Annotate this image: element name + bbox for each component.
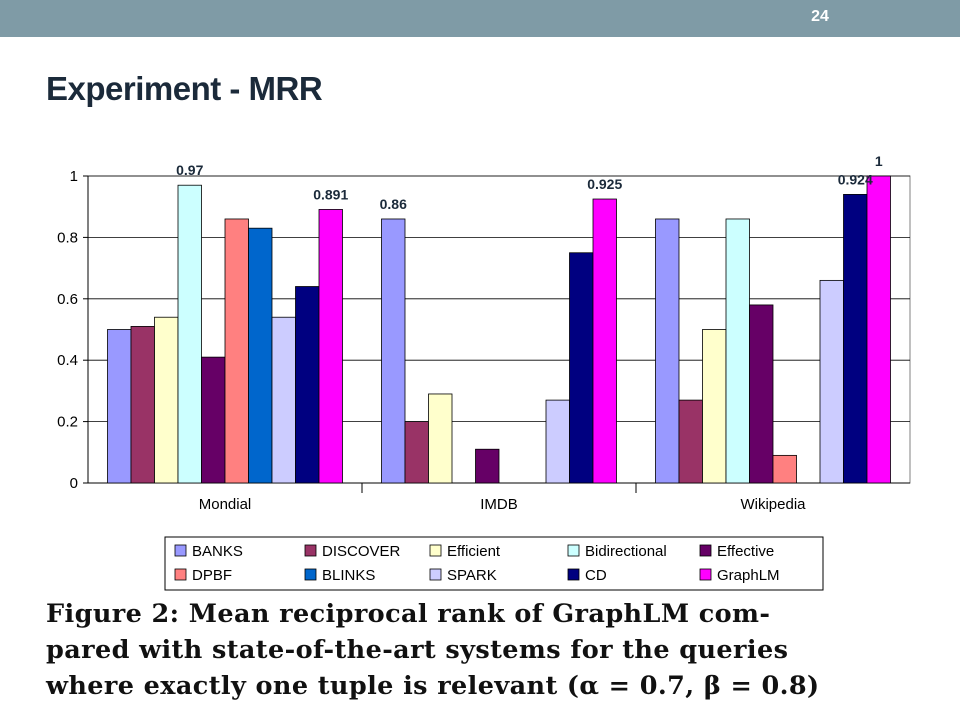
y-tick-label: 1 <box>70 168 78 185</box>
slide-number: 24 <box>811 8 829 25</box>
bar <box>201 356 226 484</box>
caption-line-1: Figure 2: Mean reciprocal rank of GraphL… <box>46 599 771 629</box>
x-tick-label: IMDB <box>480 496 518 513</box>
bar <box>678 399 703 484</box>
bar <box>843 194 868 484</box>
bar <box>866 175 891 484</box>
legend-label: GraphLM <box>717 567 780 584</box>
bar <box>130 326 155 484</box>
legend-label: DISCOVER <box>322 543 401 560</box>
data-label: 1 <box>875 153 883 169</box>
legend <box>164 536 824 591</box>
data-label: 0.924 <box>838 171 873 187</box>
legend-swatch <box>174 544 187 557</box>
legend-swatch <box>699 568 712 581</box>
legend-swatch <box>304 544 317 557</box>
legend-label: Bidirectional <box>585 543 667 560</box>
y-tick-label: 0.4 <box>57 352 78 369</box>
figure-caption: Figure 2: Mean reciprocal rank of GraphL… <box>46 596 926 704</box>
legend-swatch <box>429 544 442 557</box>
bar <box>107 329 132 484</box>
x-tick-label: Wikipedia <box>740 496 806 513</box>
legend-swatch <box>429 568 442 581</box>
legend-swatch <box>699 544 712 557</box>
bar <box>381 218 406 484</box>
bar <box>655 218 680 484</box>
slide-title: Experiment - MRR <box>46 70 323 107</box>
legend-swatch <box>567 544 580 557</box>
legend-label: SPARK <box>447 567 497 584</box>
legend-swatch <box>567 568 580 581</box>
legend-swatch <box>304 568 317 581</box>
data-label: 0.925 <box>587 176 622 192</box>
bar <box>545 399 570 484</box>
bar <box>569 252 594 484</box>
bar <box>749 304 774 484</box>
y-tick-label: 0.6 <box>57 291 78 308</box>
legend-label: Effective <box>717 543 774 560</box>
data-label: 0.97 <box>176 162 203 178</box>
bar <box>224 218 249 484</box>
top-bar: 24 <box>0 0 960 37</box>
legend-label: Efficient <box>447 543 501 560</box>
bar <box>592 198 617 484</box>
bar <box>428 393 453 484</box>
data-label: 0.891 <box>313 186 348 202</box>
bar <box>772 454 797 484</box>
bar <box>154 316 179 484</box>
bar <box>819 279 844 484</box>
bar <box>702 329 727 484</box>
bar <box>404 421 429 484</box>
bar <box>725 218 750 484</box>
bar <box>248 227 273 484</box>
data-label: 0.86 <box>380 196 407 212</box>
legend-swatch <box>174 568 187 581</box>
bar <box>177 184 202 484</box>
bar <box>295 286 320 484</box>
caption-line-3: where exactly one tuple is relevant (α =… <box>46 671 820 701</box>
bar <box>318 209 343 484</box>
legend-label: BANKS <box>192 543 243 560</box>
mrr-bar-chart: 0 0.2 0.4 0.6 0.8 1 Mondial IMDB Wikipedia 0.97 0.… <box>57 153 911 591</box>
x-tick-label: Mondial <box>199 496 252 513</box>
y-tick-label: 0.8 <box>57 229 78 246</box>
bar <box>475 448 500 484</box>
legend-label: DPBF <box>192 567 232 584</box>
y-tick-label: 0.2 <box>57 414 78 431</box>
bar <box>271 316 296 484</box>
caption-line-2: pared with state-of-the-art systems for … <box>46 635 789 665</box>
legend-label: BLINKS <box>322 567 375 584</box>
y-tick-label: 0 <box>70 475 78 492</box>
legend-label: CD <box>585 567 607 584</box>
